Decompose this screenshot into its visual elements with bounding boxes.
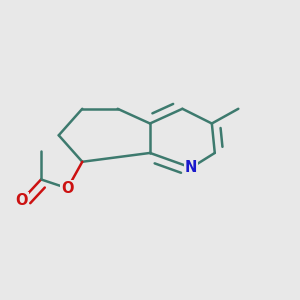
Text: N: N	[185, 160, 197, 175]
Text: O: O	[61, 181, 74, 196]
Text: O: O	[16, 193, 28, 208]
